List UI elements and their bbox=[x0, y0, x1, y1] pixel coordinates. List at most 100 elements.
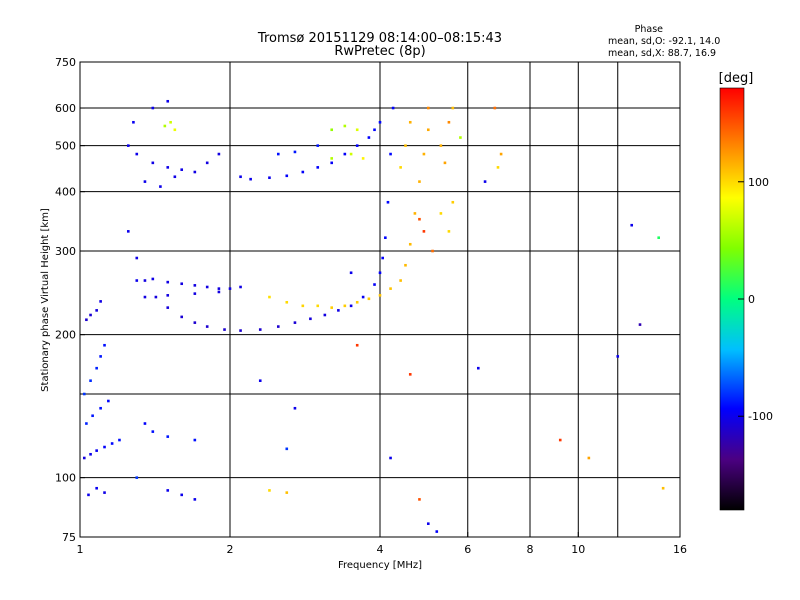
data-point bbox=[293, 150, 297, 154]
data-point bbox=[151, 277, 155, 281]
data-point bbox=[166, 294, 170, 297]
colorbar-label: [deg] bbox=[719, 71, 754, 86]
data-point bbox=[169, 120, 172, 124]
y-tick-label: 400 bbox=[55, 186, 76, 199]
data-point bbox=[381, 256, 384, 260]
data-point bbox=[378, 294, 382, 297]
data-point bbox=[493, 106, 497, 110]
colorbar-tick-label: 0 bbox=[748, 293, 755, 306]
data-point bbox=[373, 283, 376, 286]
data-point bbox=[293, 406, 297, 410]
data-point bbox=[391, 106, 395, 110]
data-point bbox=[205, 161, 209, 165]
x-tick-label: 1 bbox=[77, 543, 84, 556]
data-point bbox=[638, 323, 642, 326]
data-point bbox=[87, 493, 90, 497]
data-point bbox=[180, 168, 184, 171]
data-point bbox=[301, 170, 305, 174]
data-point bbox=[451, 106, 455, 110]
data-point bbox=[166, 99, 170, 103]
data-point bbox=[413, 212, 417, 215]
grid-lines bbox=[80, 62, 680, 537]
data-point bbox=[193, 321, 197, 324]
data-point bbox=[285, 447, 289, 451]
phase-box-title: Phase bbox=[635, 24, 664, 35]
data-point bbox=[451, 200, 455, 204]
data-point bbox=[180, 282, 184, 286]
data-point bbox=[422, 152, 426, 156]
data-point bbox=[349, 271, 353, 275]
data-point bbox=[483, 180, 487, 183]
data-point bbox=[154, 295, 158, 299]
x-tick-label: 8 bbox=[527, 543, 534, 556]
data-point bbox=[361, 157, 365, 160]
data-point bbox=[126, 230, 130, 233]
y-axis-label: Stationary phase Virtual Height [km] bbox=[40, 208, 51, 392]
data-point bbox=[439, 144, 443, 147]
chart-title: Tromsø 20151129 08:14:00–08:15:43 bbox=[257, 31, 502, 46]
data-point bbox=[355, 343, 359, 347]
data-point bbox=[143, 180, 147, 183]
data-point bbox=[418, 180, 421, 183]
data-point bbox=[276, 152, 280, 156]
data-point bbox=[268, 176, 271, 180]
data-point bbox=[408, 242, 412, 246]
data-point bbox=[343, 152, 347, 156]
data-point bbox=[499, 152, 503, 156]
data-point bbox=[349, 152, 353, 156]
data-point bbox=[166, 280, 170, 284]
data-point bbox=[330, 161, 334, 165]
data-point bbox=[399, 166, 402, 169]
data-point bbox=[426, 522, 430, 525]
data-point bbox=[285, 300, 289, 304]
data-point bbox=[422, 230, 426, 233]
data-point bbox=[166, 489, 170, 492]
phase-x-stats: mean, sd,X: 88.7, 16.9 bbox=[608, 48, 716, 59]
data-point bbox=[616, 355, 620, 358]
data-point bbox=[103, 445, 106, 449]
data-point bbox=[418, 498, 421, 501]
data-point bbox=[361, 295, 365, 299]
y-tick-label: 100 bbox=[55, 472, 76, 485]
data-point bbox=[166, 306, 170, 309]
data-point bbox=[132, 120, 135, 124]
data-point bbox=[404, 144, 407, 147]
data-point bbox=[258, 379, 262, 382]
data-point bbox=[95, 309, 98, 312]
data-point bbox=[285, 174, 289, 178]
data-point bbox=[249, 177, 252, 181]
data-point bbox=[99, 300, 102, 303]
data-point bbox=[126, 144, 130, 147]
x-tick-label: 16 bbox=[673, 543, 687, 556]
x-tick-label: 2 bbox=[227, 543, 234, 556]
data-point bbox=[143, 422, 147, 425]
data-point bbox=[343, 304, 347, 308]
data-point bbox=[367, 136, 371, 139]
data-point bbox=[447, 230, 451, 233]
data-point bbox=[91, 414, 94, 418]
data-point bbox=[630, 223, 634, 227]
data-point bbox=[309, 317, 312, 321]
y-tick-label: 75 bbox=[62, 531, 76, 544]
data-point bbox=[135, 256, 139, 260]
data-point bbox=[95, 486, 98, 490]
data-point bbox=[439, 212, 443, 215]
data-point bbox=[103, 491, 106, 494]
data-point bbox=[268, 489, 271, 492]
data-point bbox=[378, 120, 382, 124]
data-point bbox=[349, 304, 353, 308]
data-point bbox=[99, 355, 102, 358]
data-point bbox=[587, 456, 591, 460]
data-point bbox=[239, 285, 242, 289]
y-tick-label: 200 bbox=[55, 329, 76, 342]
data-point bbox=[355, 144, 359, 147]
data-point bbox=[217, 287, 221, 290]
data-point bbox=[293, 321, 297, 324]
data-point bbox=[661, 486, 665, 490]
data-point bbox=[418, 217, 421, 221]
data-point bbox=[85, 318, 88, 322]
data-point bbox=[223, 328, 226, 331]
data-point bbox=[389, 152, 392, 156]
y-tick-label: 500 bbox=[55, 140, 76, 153]
